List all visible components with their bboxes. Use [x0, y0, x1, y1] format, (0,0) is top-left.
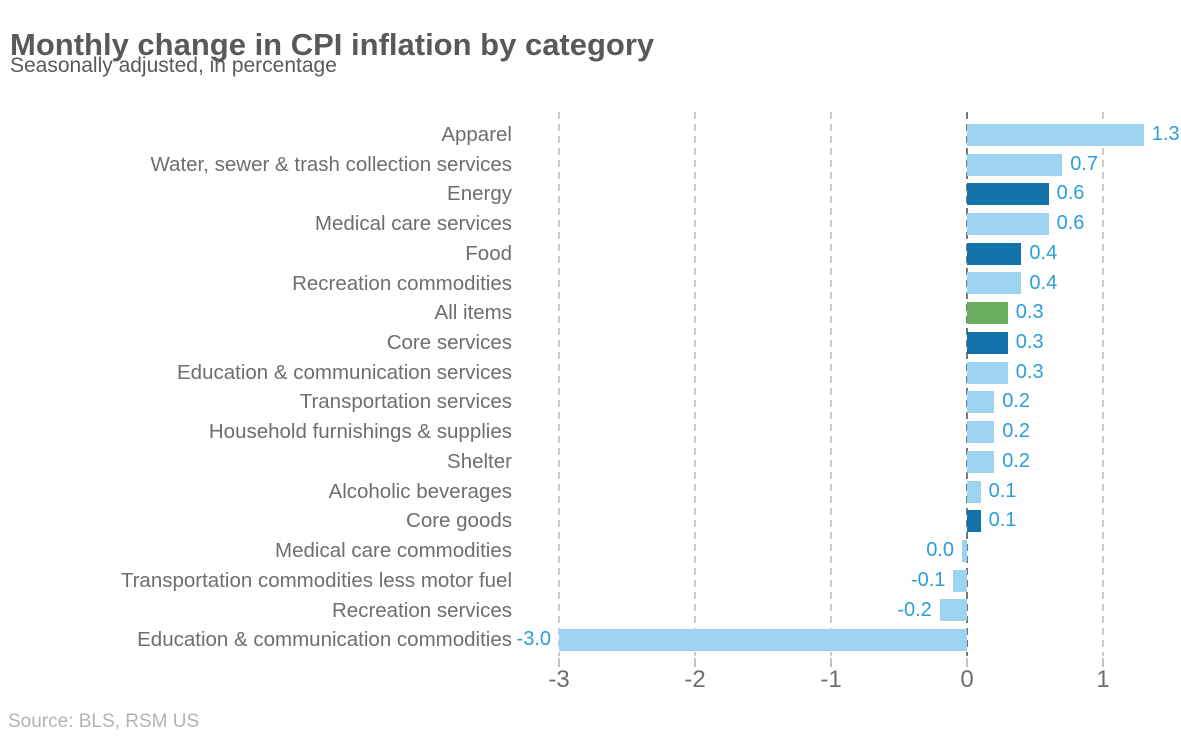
x-axis-label--1: -1 [820, 666, 842, 693]
category-label: Medical care commodities [275, 539, 512, 563]
bar [967, 361, 1008, 384]
gridline-x--3 [558, 112, 560, 656]
value-label: -0.2 [897, 598, 932, 621]
bar [962, 539, 967, 562]
value-label: 0.7 [1070, 152, 1098, 175]
bar [967, 331, 1008, 354]
category-label: Recreation commodities [292, 271, 512, 295]
gridline-x--1 [830, 112, 832, 656]
x-axis-label-0: 0 [960, 666, 974, 693]
x-axis-label-1: 1 [1096, 666, 1110, 693]
axis-tick-0 [966, 658, 968, 667]
category-label: Food [465, 241, 512, 265]
category-label: Recreation services [331, 598, 512, 622]
category-label: Shelter [447, 449, 512, 473]
gridline-x-1 [1102, 112, 1104, 656]
value-label: 0.3 [1015, 301, 1044, 324]
axis-tick--3 [558, 658, 560, 667]
bar [967, 450, 995, 473]
chart-title: Monthly change in CPI inflation by categ… [10, 26, 655, 62]
chart-subtitle: Seasonally adjusted, in percentage [10, 54, 337, 77]
value-label: 0.0 [926, 539, 954, 562]
bar [967, 421, 995, 444]
category-label: Apparel [441, 123, 512, 146]
value-label: -0.1 [910, 568, 946, 591]
x-axis-label--3: -3 [548, 666, 570, 693]
bar [953, 569, 967, 592]
value-label: 0.1 [988, 479, 1017, 502]
bar [967, 510, 981, 533]
axis-tick--2 [694, 658, 696, 667]
value-label: 0.6 [1056, 182, 1085, 205]
bar [967, 272, 1022, 295]
zero-gridline [966, 112, 968, 656]
category-label: Medical care services [314, 212, 512, 236]
bar [967, 153, 1063, 176]
bar [559, 629, 967, 652]
source-note: Source: BLS, RSM US [8, 711, 200, 732]
bar [967, 213, 1049, 236]
category-label: All items [434, 301, 512, 325]
bar [939, 599, 967, 622]
value-label: 0.1 [988, 509, 1017, 532]
gridline-x--2 [694, 112, 696, 656]
value-label: -3.0 [516, 628, 551, 651]
category-label: Household furnishings & supplies [208, 420, 512, 444]
value-label: 0.2 [1002, 390, 1030, 413]
category-label: Water, sewer & trash collection services [150, 152, 512, 176]
value-label: 0.3 [1015, 331, 1044, 354]
value-label: 0.6 [1056, 212, 1085, 235]
category-label: Transportation services [299, 390, 512, 414]
category-label: Core goods [406, 509, 512, 533]
category-label: Education & communication services [177, 360, 512, 384]
bar [967, 391, 995, 414]
axis-tick--1 [830, 658, 832, 667]
bar [967, 183, 1049, 206]
bar [967, 123, 1144, 146]
bar [967, 480, 981, 503]
category-label: Core services [386, 331, 512, 355]
value-label: 0.4 [1029, 241, 1058, 264]
value-label: 0.3 [1015, 360, 1044, 383]
bar [967, 302, 1008, 325]
bar [967, 242, 1022, 265]
category-label: Education & communication commodities [137, 628, 512, 652]
category-label: Energy [447, 182, 512, 206]
category-label: Transportation commodities less motor fu… [120, 568, 512, 592]
value-label: 0.2 [1002, 449, 1030, 472]
category-label: Alcoholic beverages [328, 479, 512, 503]
value-label: 0.4 [1029, 271, 1058, 294]
axis-tick-1 [1102, 658, 1104, 667]
value-label: 0.2 [1002, 420, 1030, 443]
x-axis-label--2: -2 [684, 666, 706, 693]
value-label: 1.3 [1151, 123, 1180, 145]
